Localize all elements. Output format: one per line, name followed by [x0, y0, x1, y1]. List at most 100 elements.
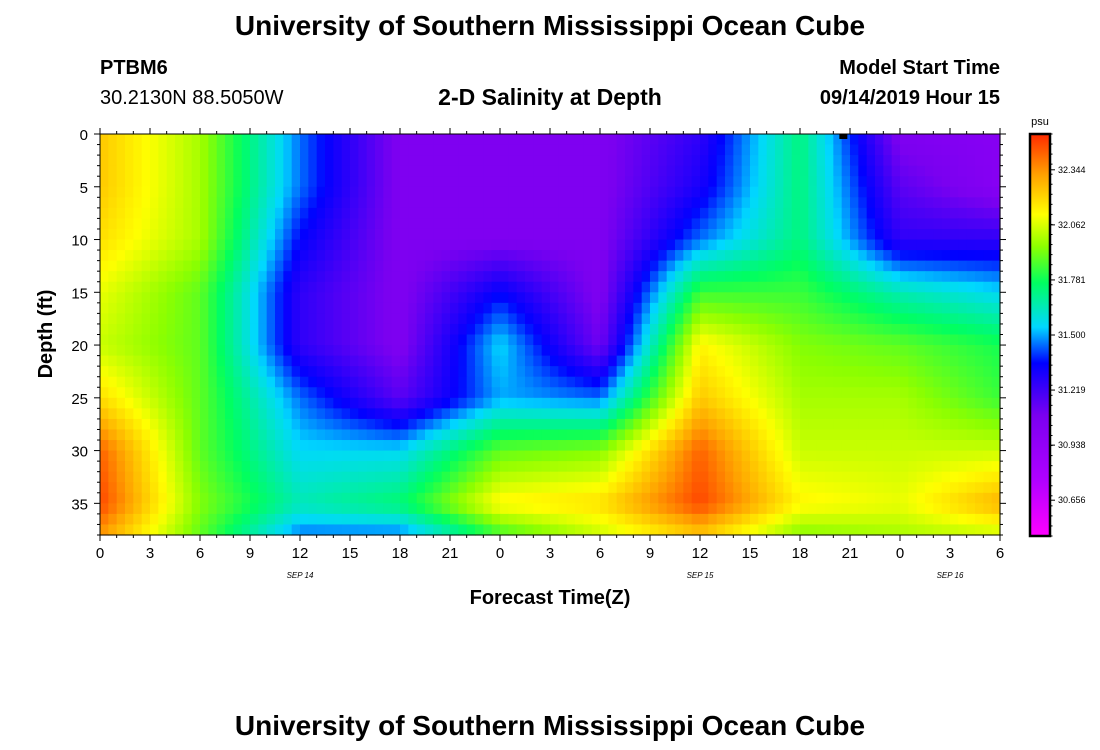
heatmap-cell: [208, 482, 218, 494]
heatmap-cell: [900, 165, 909, 177]
heatmap-cell: [316, 218, 326, 230]
heatmap-cell: [616, 524, 626, 536]
heatmap-cell: [825, 302, 834, 314]
heatmap-cell: [983, 176, 993, 188]
heatmap-cell: [808, 260, 818, 272]
heatmap-cell: [750, 461, 759, 473]
heatmap-cell: [375, 503, 384, 515]
heatmap-cell: [583, 492, 593, 504]
heatmap-cell: [416, 228, 426, 241]
heatmap-cell: [625, 492, 634, 504]
heatmap-cell: [241, 429, 251, 441]
heatmap-cell: [533, 471, 543, 483]
heatmap-cell: [525, 524, 534, 536]
heatmap-cell: [741, 429, 751, 441]
heatmap-cell: [925, 376, 934, 388]
heatmap-cell: [166, 250, 176, 262]
heatmap-cell: [933, 334, 943, 346]
heatmap-cell: [266, 197, 276, 209]
heatmap-cell: [125, 165, 134, 177]
heatmap-cell: [266, 334, 276, 346]
heatmap-cell: [133, 207, 143, 220]
heatmap-cell: [208, 397, 218, 409]
heatmap-cell: [941, 524, 951, 536]
heatmap-cell: [291, 239, 301, 251]
heatmap-cell: [591, 524, 601, 536]
heatmap-cell: [916, 334, 926, 346]
heatmap-cell: [808, 345, 818, 357]
heatmap-cell: [483, 313, 493, 325]
heatmap-cell: [366, 313, 376, 325]
heatmap-cell: [408, 450, 418, 462]
heatmap-cell: [475, 513, 484, 526]
heatmap-cell: [783, 503, 793, 515]
heatmap-cell: [575, 492, 584, 504]
heatmap-cell: [683, 397, 693, 409]
heatmap-cell: [483, 524, 493, 536]
heatmap-cell: [158, 313, 168, 325]
heatmap-cell: [783, 165, 793, 177]
heatmap-cell: [408, 471, 418, 483]
heatmap-cell: [425, 492, 434, 504]
heatmap-cell: [250, 302, 259, 314]
heatmap-cell: [825, 207, 834, 220]
heatmap-cell: [525, 355, 534, 367]
heatmap-cell: [858, 418, 868, 431]
heatmap-cell: [308, 334, 318, 346]
heatmap-cell: [216, 418, 226, 431]
heatmap-cell: [250, 408, 259, 420]
heatmap-cell: [266, 376, 276, 388]
heatmap-cell: [108, 292, 118, 304]
heatmap-cell: [550, 429, 559, 441]
heatmap-cell: [500, 429, 509, 441]
heatmap-cell: [941, 408, 951, 420]
heatmap-cell: [100, 176, 109, 188]
heatmap-cell: [233, 134, 243, 146]
heatmap-cell: [283, 366, 293, 378]
heatmap-cell: [950, 471, 959, 483]
heatmap-cell: [366, 197, 376, 209]
heatmap-cell: [525, 176, 534, 188]
heatmap-cell: [933, 250, 943, 262]
heatmap-cell: [575, 503, 584, 515]
heatmap-cell: [358, 207, 368, 220]
heatmap-cell: [308, 513, 318, 526]
heatmap-cell: [300, 482, 309, 494]
heatmap-cell: [533, 429, 543, 441]
heatmap-cell: [575, 366, 584, 378]
heatmap-cell: [316, 323, 326, 336]
heatmap-cell: [133, 503, 143, 515]
heatmap-cell: [708, 492, 718, 504]
heatmap-cell: [600, 313, 609, 325]
heatmap-cell: [725, 418, 734, 431]
heatmap-cell: [366, 461, 376, 473]
heatmap-cell: [250, 366, 259, 378]
heatmap-cell: [991, 376, 1001, 388]
heatmap-cell: [350, 186, 359, 198]
heatmap-cell: [691, 165, 701, 177]
heatmap-cell: [816, 292, 826, 304]
heatmap-cell: [658, 429, 668, 441]
heatmap-cell: [608, 144, 618, 156]
heatmap-cell: [408, 260, 418, 272]
heatmap-cell: [866, 176, 876, 188]
heatmap-cell: [450, 228, 459, 241]
heatmap-cell: [158, 271, 168, 283]
heatmap-cell: [225, 313, 234, 325]
heatmap-cell: [825, 376, 834, 388]
heatmap-cell: [783, 450, 793, 462]
heatmap-cell: [758, 239, 768, 251]
heatmap-cell: [716, 134, 726, 146]
heatmap-cell: [158, 281, 168, 293]
heatmap-cell: [300, 440, 309, 452]
heatmap-cell: [391, 524, 401, 536]
heatmap-cell: [641, 471, 651, 483]
heatmap-cell: [341, 345, 351, 357]
heatmap-cell: [750, 387, 759, 399]
heatmap-cell: [241, 355, 251, 367]
heatmap-cell: [266, 366, 276, 378]
heatmap-cell: [300, 355, 309, 367]
heatmap-cell: [233, 302, 243, 314]
heatmap-cell: [691, 503, 701, 515]
